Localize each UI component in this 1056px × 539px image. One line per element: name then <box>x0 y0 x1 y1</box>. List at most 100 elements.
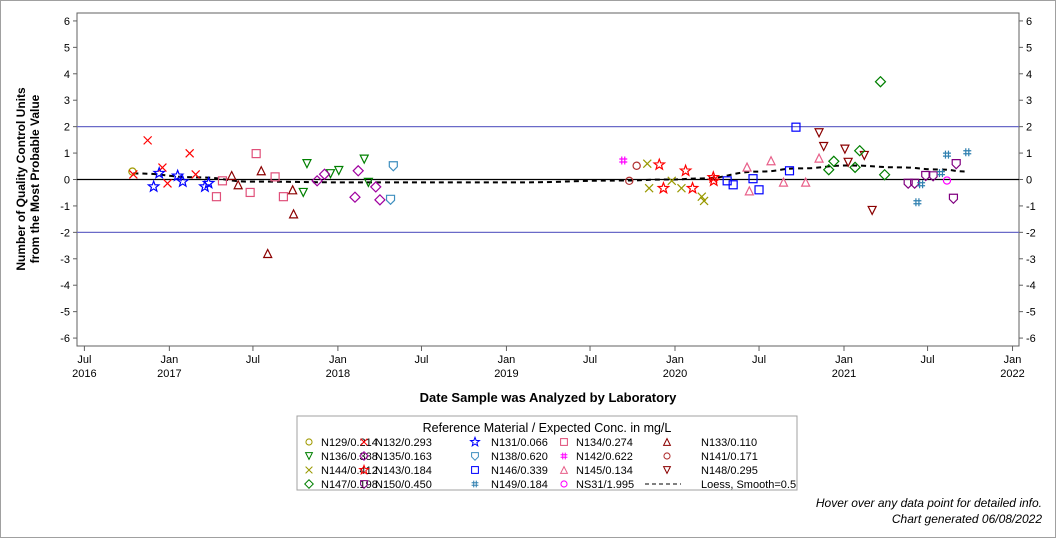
legend-item: N150/0.450 <box>360 479 432 491</box>
data-point[interactable] <box>942 176 952 185</box>
data-point[interactable] <box>369 181 382 193</box>
data-point[interactable] <box>936 169 945 178</box>
data-point[interactable] <box>652 157 667 171</box>
data-point[interactable] <box>170 168 185 182</box>
data-point[interactable] <box>211 192 222 202</box>
data-point[interactable] <box>143 135 153 145</box>
shield-marker <box>388 161 398 172</box>
data-point[interactable] <box>226 170 237 181</box>
x-tick-label-month: Jan <box>498 354 516 366</box>
data-point[interactable] <box>363 177 374 188</box>
data-point[interactable] <box>697 192 707 202</box>
data-point[interactable] <box>146 179 161 193</box>
data-point[interactable] <box>699 196 709 206</box>
data-point[interactable] <box>744 185 755 196</box>
data-point[interactable] <box>951 159 961 170</box>
data-point[interactable] <box>706 173 721 187</box>
data-point[interactable] <box>843 157 854 168</box>
data-point[interactable] <box>827 155 840 168</box>
data-point[interactable] <box>791 122 801 132</box>
data-point[interactable] <box>867 205 878 216</box>
data-point[interactable] <box>163 179 172 188</box>
diamond-marker <box>352 164 365 177</box>
data-point[interactable] <box>359 154 370 165</box>
data-point[interactable] <box>822 163 835 176</box>
data-point[interactable] <box>814 128 825 139</box>
data-point[interactable] <box>677 183 686 193</box>
data-point[interactable] <box>754 185 764 195</box>
diamond-marker <box>349 191 361 204</box>
data-point[interactable] <box>374 194 386 206</box>
data-point[interactable] <box>784 166 795 176</box>
data-point[interactable] <box>619 156 628 165</box>
data-point[interactable] <box>706 170 721 184</box>
data-point[interactable] <box>849 161 861 174</box>
data-point[interactable] <box>678 163 693 177</box>
data-point[interactable] <box>262 248 273 259</box>
data-point[interactable] <box>685 180 700 195</box>
data-point[interactable] <box>742 161 752 172</box>
data-point[interactable] <box>942 150 951 159</box>
data-point[interactable] <box>287 184 298 195</box>
data-point[interactable] <box>910 178 920 190</box>
data-point[interactable] <box>800 176 811 187</box>
data-point[interactable] <box>349 191 361 204</box>
data-point[interactable] <box>270 172 280 182</box>
data-point[interactable] <box>233 179 244 190</box>
data-point[interactable] <box>928 171 938 182</box>
data-point[interactable] <box>839 144 850 155</box>
data-point[interactable] <box>251 149 261 159</box>
data-point[interactable] <box>301 159 312 169</box>
legend-item: N141/0.171 <box>663 451 758 463</box>
data-point[interactable] <box>642 159 652 169</box>
data-point[interactable] <box>656 180 671 195</box>
data-point[interactable] <box>245 187 255 198</box>
data-point[interactable] <box>191 170 201 179</box>
data-point[interactable] <box>963 148 972 157</box>
data-point[interactable] <box>388 161 398 172</box>
data-point[interactable] <box>318 168 331 181</box>
data-point[interactable] <box>814 152 825 163</box>
data-point[interactable] <box>185 148 195 158</box>
data-point[interactable] <box>632 161 641 170</box>
data-point[interactable] <box>913 198 922 207</box>
data-point[interactable] <box>853 144 866 157</box>
data-point[interactable] <box>921 170 931 182</box>
data-point[interactable] <box>333 165 344 176</box>
data-point[interactable] <box>256 165 267 176</box>
data-point[interactable] <box>667 176 677 186</box>
data-point[interactable] <box>748 174 758 184</box>
legend-marker <box>471 452 479 461</box>
data-point[interactable] <box>278 192 289 202</box>
data-point[interactable] <box>352 164 365 177</box>
data-point[interactable] <box>728 180 738 190</box>
data-points[interactable] <box>128 75 972 259</box>
data-point[interactable] <box>878 168 891 181</box>
data-point[interactable] <box>766 155 777 166</box>
triangle-marker <box>256 165 267 176</box>
data-point[interactable] <box>859 150 870 161</box>
data-point[interactable] <box>128 170 138 179</box>
data-point[interactable] <box>298 187 309 198</box>
data-point[interactable] <box>948 193 959 205</box>
data-point[interactable] <box>198 179 212 193</box>
data-point[interactable] <box>288 208 299 219</box>
data-point[interactable] <box>818 141 829 152</box>
data-point[interactable] <box>175 174 190 188</box>
data-point[interactable] <box>385 194 396 206</box>
data-point[interactable] <box>201 175 216 190</box>
data-point[interactable] <box>152 165 167 180</box>
square-marker <box>728 180 738 190</box>
y-axis: 6 6 5 5 4 4 3 3 2 2 1 1 0 0 -1 -1 -2 -2 -3 -3 -4 -4 -5 -5 -6 -6 <box>60 16 1036 345</box>
y-tick-label-right: -6 <box>1026 333 1036 345</box>
data-point[interactable] <box>311 174 323 187</box>
data-point[interactable] <box>917 180 926 189</box>
data-point[interactable] <box>644 183 654 193</box>
x-tick-label-month: Jan <box>1004 354 1022 366</box>
x-tick-label-month: Jan <box>329 354 347 366</box>
x-marker <box>191 170 201 179</box>
data-point[interactable] <box>625 176 634 186</box>
data-point[interactable] <box>778 176 789 187</box>
data-point[interactable] <box>217 176 228 186</box>
data-point[interactable] <box>874 75 887 88</box>
